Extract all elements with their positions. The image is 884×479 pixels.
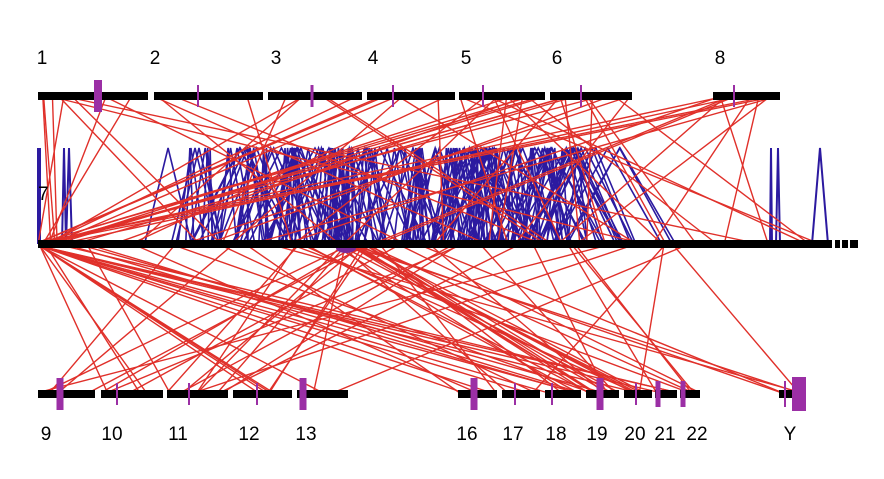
feature-marker: [197, 85, 199, 107]
feature-marker: [580, 85, 582, 107]
chromosome-label: 21: [654, 424, 675, 445]
feature-marker: [300, 378, 307, 410]
chromosome-label: 13: [295, 424, 316, 445]
feature-marker: [681, 381, 686, 407]
feature-marker: [188, 383, 190, 405]
feature-marker: [551, 383, 553, 405]
feature-marker: [733, 85, 735, 107]
chromosome-bar: [545, 390, 581, 398]
bar-gap: [848, 240, 850, 248]
chromosome-label: 9: [41, 424, 52, 445]
red-link: [38, 98, 63, 242]
feature-marker: [597, 378, 604, 410]
chromosome-bar: [624, 390, 652, 398]
blue-link: [770, 148, 772, 244]
chromosome-bar: [154, 92, 263, 100]
feature-marker: [57, 378, 64, 410]
chromosome-label: 2: [150, 48, 161, 69]
chromosome-label: 17: [502, 424, 523, 445]
chromosome-label: Y: [784, 424, 797, 445]
chromosome-bar: [38, 92, 148, 100]
chromosome-label: 20: [624, 424, 645, 445]
feature-marker: [482, 85, 484, 107]
chromosome-label: 5: [461, 48, 472, 69]
red-link: [50, 98, 106, 242]
red-link: [640, 246, 664, 392]
feature-marker: [635, 383, 637, 405]
red-link: [367, 246, 595, 392]
feature-marker: [656, 381, 661, 407]
chromosome-bar: [38, 240, 858, 248]
chromosome-label: 7: [38, 184, 49, 205]
bar-gap: [832, 240, 835, 248]
chromosome-bar: [38, 390, 95, 398]
blue-link: [812, 148, 828, 244]
chromosome-label: 3: [271, 48, 282, 69]
chromosome-bar: [268, 92, 362, 100]
chromosome-bar: [459, 92, 545, 100]
red-link: [93, 246, 578, 392]
feature-marker: [392, 85, 394, 107]
feature-marker: [784, 381, 786, 407]
chromosome-bar: [550, 92, 632, 100]
chromosome-bar: [502, 390, 540, 398]
blue-link: [62, 148, 66, 244]
feature-marker: [471, 378, 478, 410]
feature-marker: [514, 383, 516, 405]
feature-marker: [311, 85, 314, 107]
chromosome-bar: [101, 390, 163, 398]
feature-marker: [116, 383, 118, 405]
red-link: [674, 246, 798, 392]
chromosome-label: 6: [552, 48, 563, 69]
chromosome-label: 22: [686, 424, 707, 445]
red-link: [654, 98, 750, 242]
chromosome-bar: [233, 390, 292, 398]
chromosome-label: 12: [238, 424, 259, 445]
red-link: [45, 246, 348, 392]
chromosome-label: 18: [545, 424, 566, 445]
chromosome-label: 8: [715, 48, 726, 69]
chromosome-label: 16: [456, 424, 477, 445]
chromosome-label: 1: [37, 48, 48, 69]
chromosome-label: 4: [368, 48, 379, 69]
feature-marker: [792, 377, 806, 411]
chromosome-label: 19: [586, 424, 607, 445]
bar-gap: [840, 240, 842, 248]
chromosome-label: 11: [168, 424, 188, 445]
feature-marker: [94, 80, 102, 112]
chromosome-bar: [167, 390, 228, 398]
feature-marker: [256, 383, 258, 405]
chromosome-bar: [713, 92, 780, 100]
red-link: [725, 98, 759, 242]
chromosome-bar: [367, 92, 455, 100]
chromosome-label: 10: [101, 424, 122, 445]
